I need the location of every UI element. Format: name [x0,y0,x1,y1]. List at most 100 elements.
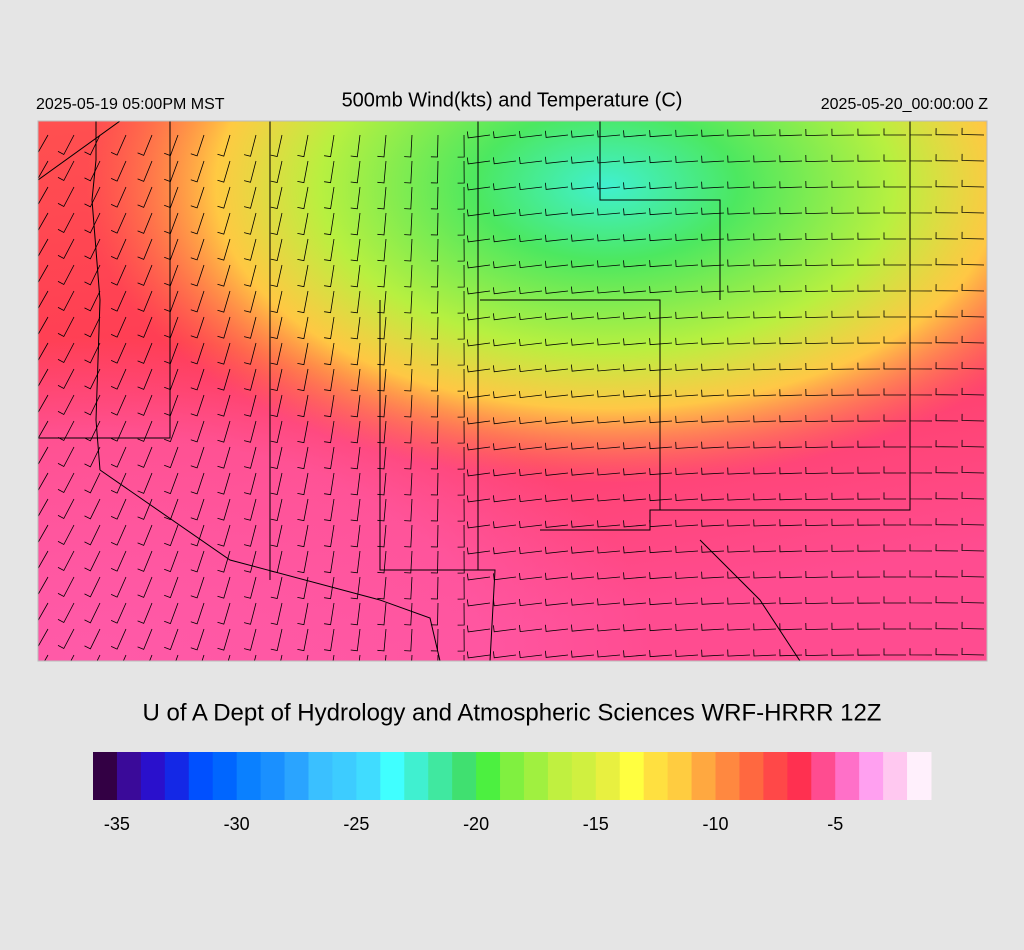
wind-barb [883,648,906,656]
wind-barb [430,212,439,236]
colorbar-bin [547,752,573,800]
wind-barb [805,232,829,241]
wind-barb [935,310,959,318]
wind-barb [623,442,647,450]
wind-barb [243,290,257,313]
wind-barb [164,524,179,547]
wind-barb [675,571,699,579]
wind-barb [430,368,439,392]
wind-barb [545,364,569,372]
wind-barb [493,157,517,165]
wind-barb [753,415,777,423]
wind-barb [649,468,673,476]
wind-barb [649,364,673,372]
wind-barb [675,623,699,631]
wind-barb [571,416,595,424]
wind-barb [217,498,231,521]
wind-barb [324,290,335,314]
wind-barb [597,234,621,242]
wind-barb [779,597,803,605]
wind-barb [961,153,985,162]
wind-barb [623,494,647,502]
wind-barb [545,130,569,138]
wind-barb [324,316,335,340]
wind-barb [110,472,127,494]
colorbar-bin [260,752,286,800]
wind-barb [350,290,361,314]
wind-barb [571,364,595,372]
wind-barb [38,134,49,154]
wind-barb [909,648,933,656]
wind-barb [649,208,673,216]
wind-barb [350,550,361,574]
wind-barb [727,129,751,137]
wind-barb [57,238,75,260]
wind-barb [457,290,465,314]
wind-barb [753,623,777,631]
wind-barb [430,264,439,288]
wind-barb [701,363,725,371]
wind-barb [857,388,881,396]
wind-barb [466,391,491,399]
wind-barb [519,416,543,425]
wind-barb [404,628,413,652]
wind-barb [270,212,283,235]
wind-barb [623,520,647,528]
wind-barb [466,625,491,633]
wind-barb [571,598,595,606]
wind-barb [831,570,855,578]
wind-barb [961,361,985,370]
wind-barb [623,260,647,268]
wind-barb [883,414,906,422]
wind-barb [623,286,647,294]
wind-barb [466,209,491,217]
wind-barb [137,238,153,260]
wind-barb [457,160,465,184]
wind-barb [519,390,543,399]
colorbar-tick-label: -25 [343,814,369,834]
wind-barb [831,466,855,474]
wind-barb [38,524,49,544]
wind-barb [270,342,283,365]
wind-barb [137,420,153,442]
wind-barb [457,316,465,340]
wind-barb [675,259,699,267]
wind-barb [84,498,101,520]
wind-barb [545,572,569,580]
wind-barb [909,596,933,604]
wind-barb [430,160,439,184]
wind-barb [649,156,673,164]
colorbar-bin [739,752,764,800]
wind-barb [727,467,751,475]
wind-barb [727,207,751,215]
wind-barb [164,420,179,443]
wind-barb [404,134,413,158]
colorbar-bin [332,752,357,800]
wind-barb [519,260,543,269]
wind-barb [571,234,595,242]
wind-barb [701,467,725,475]
colorbar-bin [691,752,717,800]
wind-barb [623,598,647,606]
wind-barb [243,472,257,495]
wind-barb [270,186,283,209]
wind-barb [597,624,621,632]
wind-barb [961,335,985,344]
wind-barb [457,628,465,652]
wind-barb [727,155,751,163]
wind-barb [597,598,621,606]
wind-barb [84,316,101,338]
wind-barb [57,290,75,312]
wind-barb [190,628,205,651]
wind-barb [649,234,673,242]
wind-barb [137,602,153,624]
wind-barb [779,545,803,553]
wind-barb [883,310,906,318]
wind-barb [84,576,101,598]
wind-barb [217,134,231,157]
wind-barb [623,572,647,580]
wind-barb [377,628,387,652]
wind-barb [493,547,517,555]
wind-barb [493,365,517,373]
